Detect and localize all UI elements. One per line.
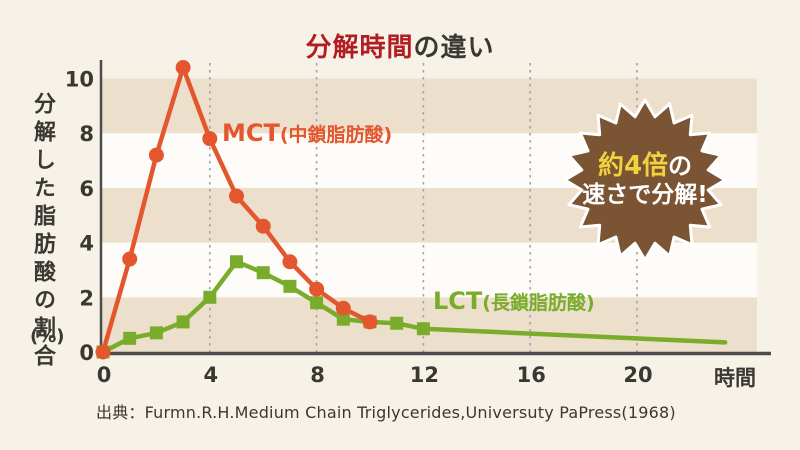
data-point-mct [362, 314, 378, 330]
page-title: 分解時間の違い [0, 27, 800, 64]
mct-label-main: MCT [222, 119, 280, 147]
badge-line1: 約4倍の [597, 150, 693, 181]
data-point-lct [416, 322, 430, 336]
data-point-lct [230, 255, 243, 269]
mct-label-paren: (中鎖脂肪酸) [279, 124, 393, 146]
highlight-badge: 約4倍の 速さで分解! [561, 96, 729, 264]
data-point-lct [203, 290, 217, 304]
starburst-icon [563, 98, 727, 262]
data-point-lct [256, 266, 270, 280]
badge-line2: 速さで分解! [582, 182, 708, 209]
data-point-mct [335, 300, 351, 316]
x-tick-20: 20 [623, 363, 652, 387]
y-axis-unit-label: (%) [30, 326, 65, 347]
data-point-lct [283, 279, 297, 293]
data-point-lct [149, 326, 163, 340]
y-axis-label: 分解した脂肪酸の割合 [30, 92, 55, 372]
x-tick-8: 8 [310, 363, 325, 387]
badge-line1-highlight: 約4倍 [597, 150, 669, 181]
y-tick-0: 0 [79, 341, 94, 365]
data-point-mct [282, 254, 298, 270]
data-point-mct [175, 60, 191, 76]
data-point-lct [336, 312, 350, 326]
series-label-mct: MCT(中鎖脂肪酸) [222, 119, 392, 147]
x-axis-unit-label: 時間 [714, 366, 756, 390]
data-point-lct [176, 315, 190, 329]
source-citation: 出典：Furmn.R.H.Medium Chain Triglycerides,… [96, 403, 676, 422]
y-tick-2: 2 [79, 286, 94, 310]
data-point-mct [148, 147, 164, 163]
data-point-mct [202, 131, 218, 147]
data-point-lct [310, 296, 324, 310]
data-point-mct [309, 281, 325, 297]
title-rest: の違い [413, 33, 495, 63]
lct-label-main: LCT [433, 287, 483, 315]
lct-label-paren: (長鎖脂肪酸) [482, 292, 595, 314]
x-tick-16: 16 [517, 363, 546, 387]
badge-text: 約4倍の 速さで分解! [561, 96, 729, 264]
y-tick-4: 4 [79, 232, 94, 256]
data-point-mct [122, 251, 138, 267]
x-tick-0: 0 [97, 363, 112, 387]
y-tick-8: 8 [79, 122, 94, 146]
data-point-mct [95, 344, 111, 360]
x-tick-4: 4 [203, 363, 218, 387]
starburst-shape [563, 98, 727, 262]
x-tick-12: 12 [410, 363, 439, 387]
data-point-lct [390, 316, 404, 330]
series-label-lct: LCT(長鎖脂肪酸) [433, 287, 595, 315]
title-highlight: 分解時間 [305, 33, 414, 63]
badge-line1-rest: の [668, 151, 693, 180]
data-point-mct [255, 218, 271, 234]
data-point-lct [123, 331, 137, 345]
data-point-mct [229, 188, 244, 204]
y-tick-6: 6 [79, 177, 94, 201]
y-tick-10: 10 [65, 68, 94, 92]
